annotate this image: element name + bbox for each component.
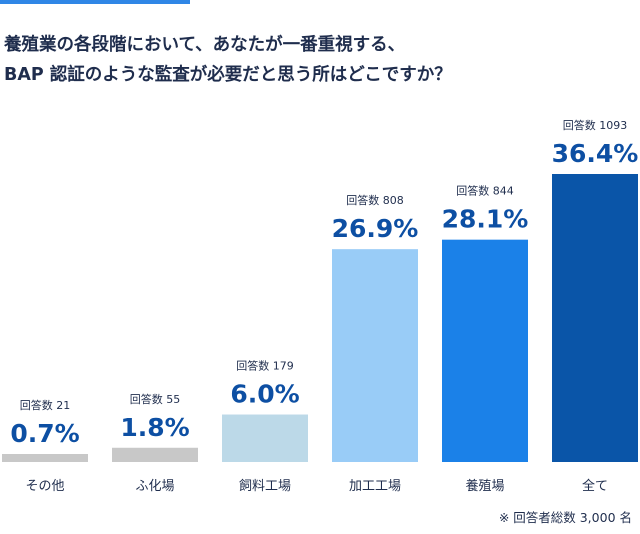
bar-3	[332, 249, 418, 462]
count-label-5: 回答数 1093	[563, 118, 628, 132]
value-label-5: 36.4%	[552, 139, 639, 168]
respondent-total-note: ※ 回答者総数 3,000 名	[498, 510, 632, 525]
question-line-1: 養殖業の各段階において、あなたが一番重視する、	[4, 35, 406, 55]
question-line-2: BAP 認証のような監査が必要だと思う所はどこですか？	[4, 65, 452, 85]
count-label-0: 回答数 21	[20, 398, 71, 412]
value-label-4: 28.1%	[442, 205, 529, 234]
bar-2	[222, 414, 308, 462]
accent-line	[0, 0, 190, 4]
category-label-5: 全て	[582, 478, 608, 494]
count-label-1: 回答数 55	[130, 392, 181, 406]
count-label-2: 回答数 179	[236, 359, 294, 373]
category-label-4: 養殖場	[465, 478, 504, 494]
bar-0	[2, 454, 88, 462]
count-label-4: 回答数 844	[456, 184, 514, 198]
category-label-2: 飼料工場	[239, 479, 291, 494]
count-label-3: 回答数 808	[346, 193, 404, 207]
value-label-1: 1.8%	[120, 413, 189, 442]
value-label-0: 0.7%	[10, 419, 79, 448]
question-title: 養殖業の各段階において、あなたが一番重視する、 BAP 認証のような監査が必要だ…	[4, 30, 634, 90]
category-label-3: 加工工場	[349, 479, 401, 494]
value-label-3: 26.9%	[332, 214, 419, 243]
category-label-1: ふ化場	[135, 479, 174, 494]
category-label-0: その他	[25, 479, 64, 494]
bar-4	[442, 239, 528, 462]
value-label-2: 6.0%	[230, 380, 299, 409]
bar-1	[112, 447, 198, 462]
bar-5	[552, 174, 638, 462]
